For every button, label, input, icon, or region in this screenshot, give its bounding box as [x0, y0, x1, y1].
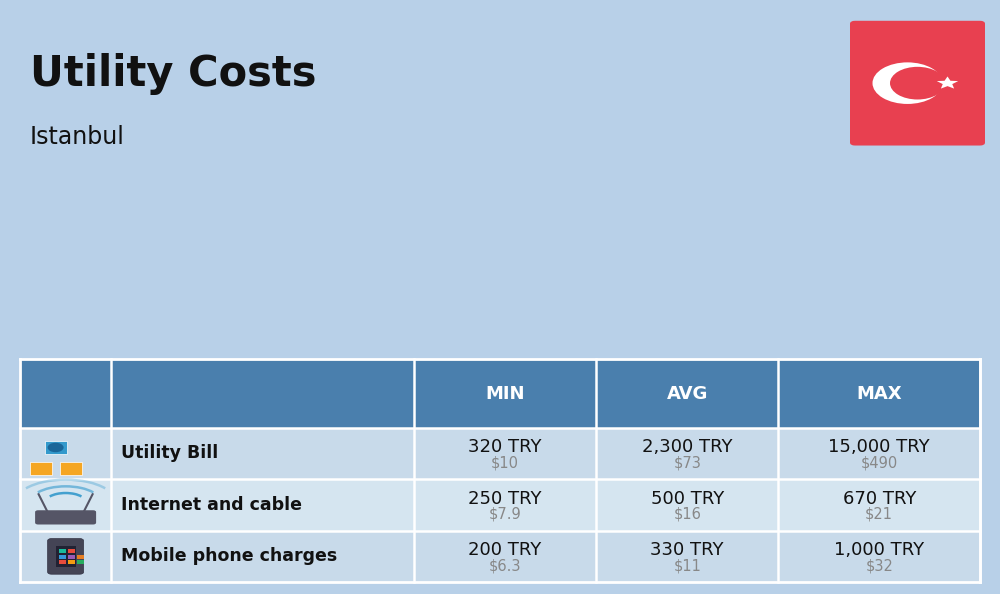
Text: 250 TRY: 250 TRY: [468, 489, 542, 508]
FancyBboxPatch shape: [48, 539, 84, 574]
FancyBboxPatch shape: [850, 21, 985, 146]
Bar: [68, 549, 75, 554]
Text: 200 TRY: 200 TRY: [468, 541, 541, 559]
Text: $73: $73: [673, 455, 701, 470]
Circle shape: [890, 67, 945, 100]
Bar: [59, 555, 66, 559]
Bar: [20, 530, 980, 582]
Text: $32: $32: [865, 558, 893, 573]
Bar: [59, 560, 66, 564]
Text: MIN: MIN: [485, 384, 525, 403]
Bar: [60, 462, 82, 475]
Text: 1,000 TRY: 1,000 TRY: [834, 541, 924, 559]
Text: 330 TRY: 330 TRY: [650, 541, 724, 559]
Text: $490: $490: [861, 455, 898, 470]
Bar: [77, 555, 84, 559]
Text: Mobile phone charges: Mobile phone charges: [121, 548, 337, 565]
Bar: [56, 546, 76, 567]
Text: 320 TRY: 320 TRY: [468, 438, 542, 456]
Text: $16: $16: [673, 507, 701, 522]
Text: 2,300 TRY: 2,300 TRY: [642, 438, 732, 456]
Text: $10: $10: [491, 455, 519, 470]
Text: AVG: AVG: [667, 384, 708, 403]
Text: MAX: MAX: [856, 384, 902, 403]
Text: $11: $11: [673, 558, 701, 573]
FancyBboxPatch shape: [35, 510, 96, 525]
Text: $21: $21: [865, 507, 893, 522]
Bar: [68, 555, 75, 559]
Text: 15,000 TRY: 15,000 TRY: [828, 438, 930, 456]
Bar: [20, 428, 980, 479]
Bar: [20, 479, 980, 530]
Text: 670 TRY: 670 TRY: [843, 489, 916, 508]
Bar: [59, 549, 66, 554]
Bar: [68, 560, 75, 564]
Text: $7.9: $7.9: [488, 507, 521, 522]
Text: 500 TRY: 500 TRY: [651, 489, 724, 508]
Circle shape: [48, 443, 64, 452]
Bar: [20, 359, 980, 428]
Text: Istanbul: Istanbul: [30, 125, 125, 148]
Text: Utility Bill: Utility Bill: [121, 444, 218, 462]
Text: $6.3: $6.3: [489, 558, 521, 573]
Bar: [30, 462, 52, 475]
Polygon shape: [937, 77, 958, 89]
Text: Utility Costs: Utility Costs: [30, 53, 316, 96]
Text: Internet and cable: Internet and cable: [121, 496, 302, 514]
Bar: [45, 441, 67, 454]
Bar: [77, 560, 84, 564]
Circle shape: [872, 62, 942, 104]
